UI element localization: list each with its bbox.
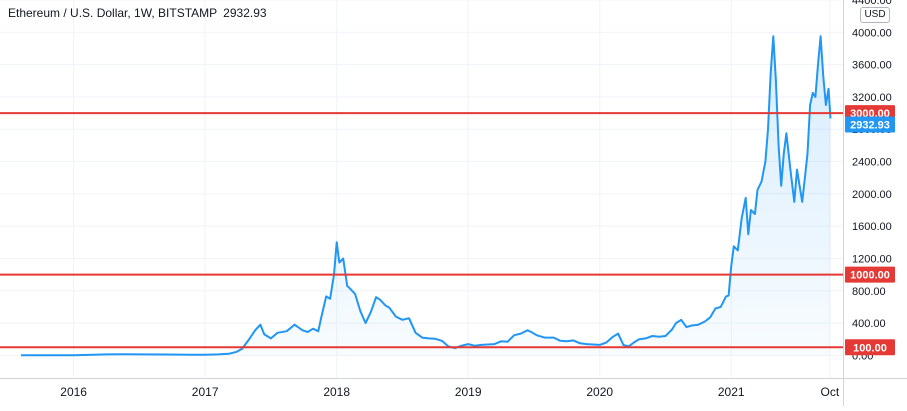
x-tick-label: 2021 (718, 385, 745, 399)
legend-last-price: 2932.93 (223, 6, 267, 20)
level-price-badge (845, 266, 895, 283)
last-price-label: 2932.93 (850, 119, 890, 131)
x-tick-label: 2019 (455, 385, 482, 399)
currency-unit-button[interactable]: USD (860, 7, 890, 23)
symbol-legend[interactable]: Ethereum / U.S. Dollar, 1W, BITSTAMP 2932… (8, 6, 267, 20)
y-tick-label: 3200.00 (852, 92, 892, 104)
last-price-badge (845, 116, 895, 133)
price-line[interactable] (21, 35, 832, 357)
y-axis: 4400.004000.003600.003200.002800.002400.… (843, 0, 892, 406)
y-tick-label: 1200.00 (852, 253, 892, 265)
y-tick-label: 400.00 (852, 318, 886, 330)
line-layer (21, 35, 832, 357)
x-tick-label: 2018 (323, 385, 350, 399)
symbol-title: Ethereum / U.S. Dollar, 1W, BITSTAMP (8, 6, 218, 20)
level-price-label: 1000.00 (850, 270, 890, 282)
x-tick-label: 2017 (192, 385, 219, 399)
y-tick-label: 3600.00 (852, 60, 892, 72)
y-tick-label: 1600.00 (852, 221, 892, 233)
y-tick-label: 4000.00 (852, 27, 892, 39)
level-price-badge (845, 339, 895, 356)
x-tick-label: Oct (821, 385, 840, 399)
y-tick-label: 4400.00 (852, 0, 892, 7)
x-axis: 2016 2017 2018 2019 2020 2021 Oct (0, 378, 907, 399)
x-tick-label: 2016 (60, 385, 87, 399)
y-tick-label: 2400.00 (852, 157, 892, 169)
y-tick-label: 2000.00 (852, 189, 892, 201)
level-layer (0, 112, 843, 349)
x-tick-label: 2020 (586, 385, 613, 399)
y-tick-label: 800.00 (852, 286, 886, 298)
level-price-label: 100.00 (853, 342, 887, 354)
price-area-fill (21, 36, 831, 356)
area-layer (21, 36, 831, 356)
